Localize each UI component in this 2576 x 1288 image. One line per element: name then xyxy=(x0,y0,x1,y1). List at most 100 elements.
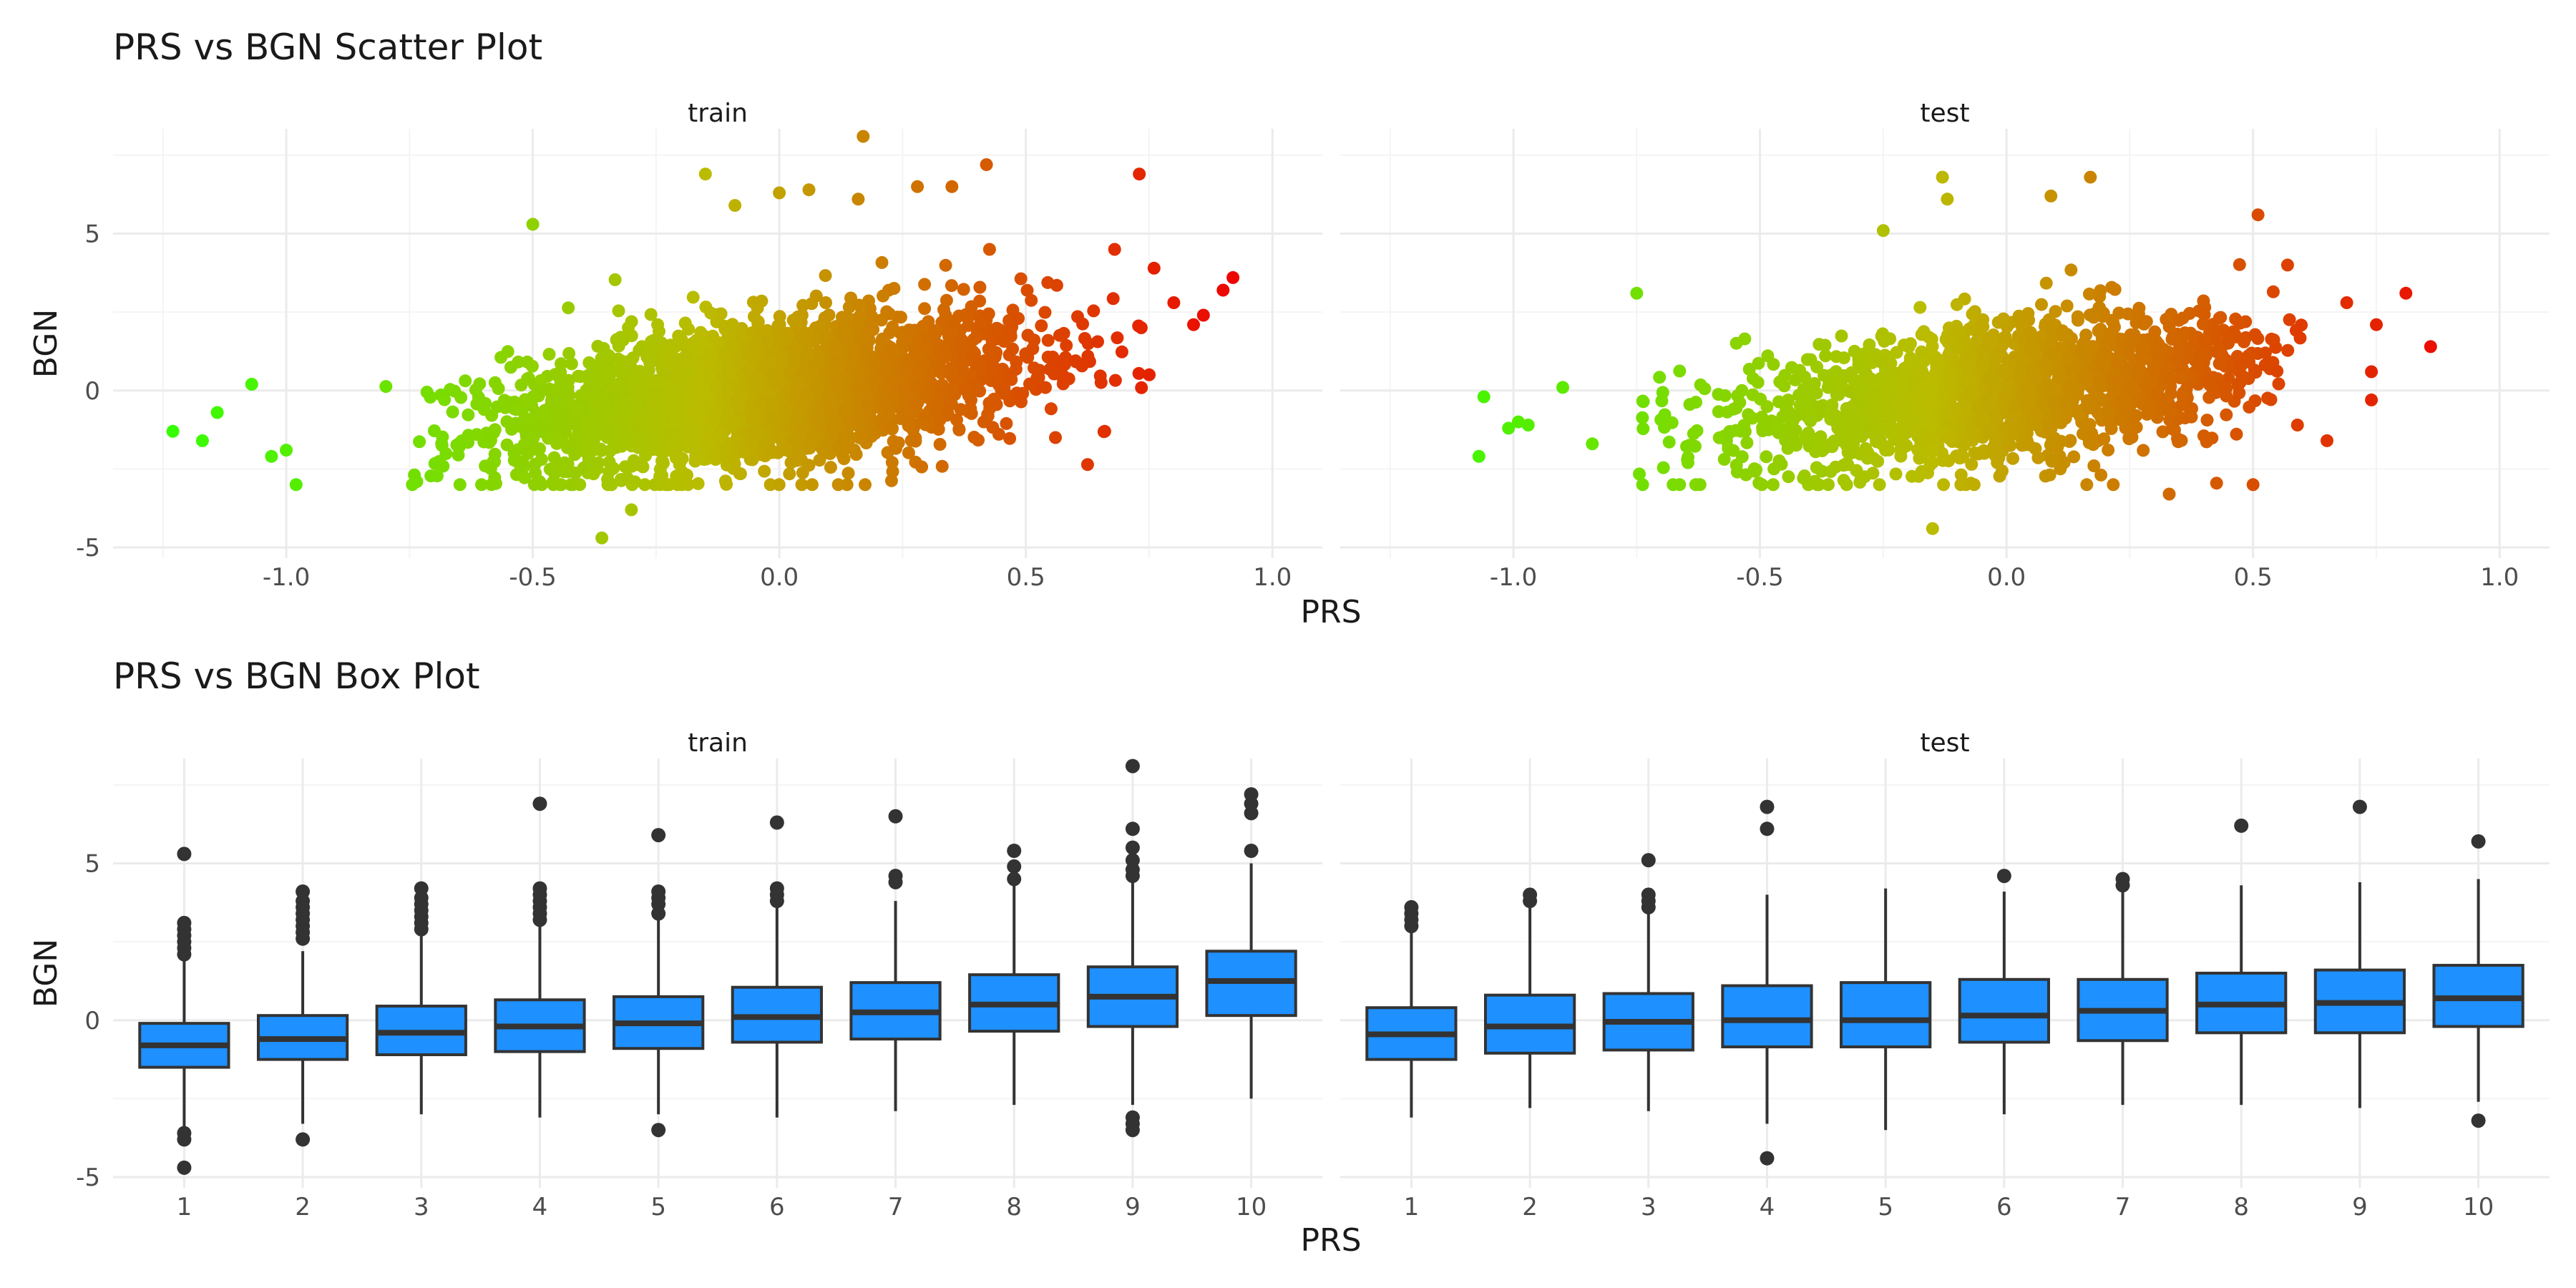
scatter-point xyxy=(678,368,692,381)
scatter-point xyxy=(530,441,544,455)
scatter-point xyxy=(882,307,896,321)
boxplot-outlier xyxy=(177,847,192,862)
scatter-point xyxy=(796,298,810,312)
scatter-point xyxy=(1000,416,1013,430)
scatter-point xyxy=(1950,404,1963,418)
boxplot-x-tick-label: 7 xyxy=(888,1193,904,1221)
scatter-point xyxy=(2085,426,2099,440)
scatter-point xyxy=(2107,316,2119,329)
scatter-point xyxy=(533,476,547,489)
scatter-point xyxy=(1814,430,1828,444)
scatter-point xyxy=(1006,342,1020,356)
scatter-point xyxy=(2122,431,2136,444)
scatter-point xyxy=(997,381,1011,395)
scatter-panel-train: -1.0 -0.5 0.0 0.5 1.0-505 xyxy=(76,129,1322,592)
scatter-point xyxy=(614,402,628,416)
scatter-point xyxy=(1985,336,1999,349)
scatter-point xyxy=(2064,263,2078,277)
scatter-point xyxy=(1799,432,1813,445)
scatter-point xyxy=(826,424,839,437)
scatter-point xyxy=(689,449,703,462)
scatter-point xyxy=(698,167,712,181)
scatter-strip-train: train xyxy=(688,99,748,128)
scatter-point xyxy=(918,278,932,291)
boxplot-x-tick-label: 4 xyxy=(1760,1193,1775,1221)
scatter-point xyxy=(819,269,832,283)
scatter-point xyxy=(935,366,948,380)
scatter-point xyxy=(1043,363,1057,376)
scatter-point xyxy=(1683,398,1697,411)
scatter-point xyxy=(638,478,652,492)
scatter-point xyxy=(709,381,722,395)
scatter-point xyxy=(746,376,760,390)
scatter-point xyxy=(1941,192,1954,206)
scatter-point xyxy=(597,427,610,441)
boxplot-outlier xyxy=(888,809,903,824)
scatter-point xyxy=(601,478,615,492)
scatter-point xyxy=(2064,380,2077,394)
scatter-point xyxy=(1132,366,1146,380)
scatter-point xyxy=(783,467,796,481)
scatter-point xyxy=(1216,283,1230,297)
scatter-point xyxy=(1824,465,1838,478)
scatter-point xyxy=(1038,306,1052,319)
scatter-point xyxy=(857,130,870,143)
scatter-point xyxy=(649,396,663,410)
scatter-point xyxy=(1950,298,1963,311)
scatter-point xyxy=(766,446,779,459)
scatter-point xyxy=(1143,368,1156,381)
scatter-point xyxy=(1835,329,1848,343)
scatter-point xyxy=(547,451,561,464)
scatter-point xyxy=(2272,377,2285,391)
scatter-point xyxy=(932,399,945,412)
scatter-point xyxy=(2112,306,2126,320)
scatter-point xyxy=(831,478,845,492)
scatter-point xyxy=(2172,341,2186,354)
scatter-point xyxy=(1717,452,1731,466)
scatter-point xyxy=(1853,416,1867,429)
scatter-point xyxy=(611,412,624,426)
scatter-point xyxy=(1658,408,1672,421)
scatter-point xyxy=(1740,436,1754,449)
scatter-point xyxy=(1937,478,1951,492)
scatter-point xyxy=(673,458,686,471)
scatter-point xyxy=(2093,376,2107,390)
scatter-point xyxy=(885,323,899,336)
scatter-point xyxy=(564,478,577,492)
scatter-point xyxy=(614,331,628,344)
scatter-point xyxy=(1801,391,1815,404)
scatter-point xyxy=(1915,345,1928,358)
scatter-point xyxy=(1020,283,1034,297)
scatter-point xyxy=(806,478,819,492)
boxplot-x-tick-label: 8 xyxy=(2233,1193,2249,1221)
boxplot-outlier xyxy=(296,931,311,946)
scatter-point xyxy=(645,335,658,348)
scatter-point xyxy=(786,433,800,447)
scatter-point xyxy=(2009,400,2022,414)
scatter-point xyxy=(663,396,676,410)
scatter-point xyxy=(2127,381,2140,394)
scatter-point xyxy=(1636,478,1649,492)
scatter-point xyxy=(2084,170,2097,184)
scatter-point xyxy=(2365,393,2379,406)
scatter-point xyxy=(436,459,450,473)
scatter-point xyxy=(1807,377,1821,390)
scatter-point xyxy=(1875,329,1888,343)
boxplot-outlier xyxy=(1125,758,1140,774)
scatter-point xyxy=(1745,411,1759,425)
scatter-point xyxy=(379,380,393,394)
scatter-y-tick-label: 5 xyxy=(84,220,100,249)
scatter-point xyxy=(613,438,627,452)
scatter-point xyxy=(2107,386,2120,399)
scatter-point xyxy=(2174,371,2187,385)
scatter-panel-test: -1.0 -0.5 0.0 0.5 1.0 xyxy=(1340,129,2550,592)
scatter-point xyxy=(799,348,812,361)
scatter-point xyxy=(413,435,426,449)
boxplot-x-tick-label: 1 xyxy=(1404,1193,1420,1221)
scatter-point xyxy=(788,355,801,368)
scatter-point xyxy=(1838,351,1850,365)
scatter-point xyxy=(886,374,899,387)
scatter-point xyxy=(824,406,837,420)
scatter-point xyxy=(500,438,514,452)
scatter-point xyxy=(2266,285,2280,298)
